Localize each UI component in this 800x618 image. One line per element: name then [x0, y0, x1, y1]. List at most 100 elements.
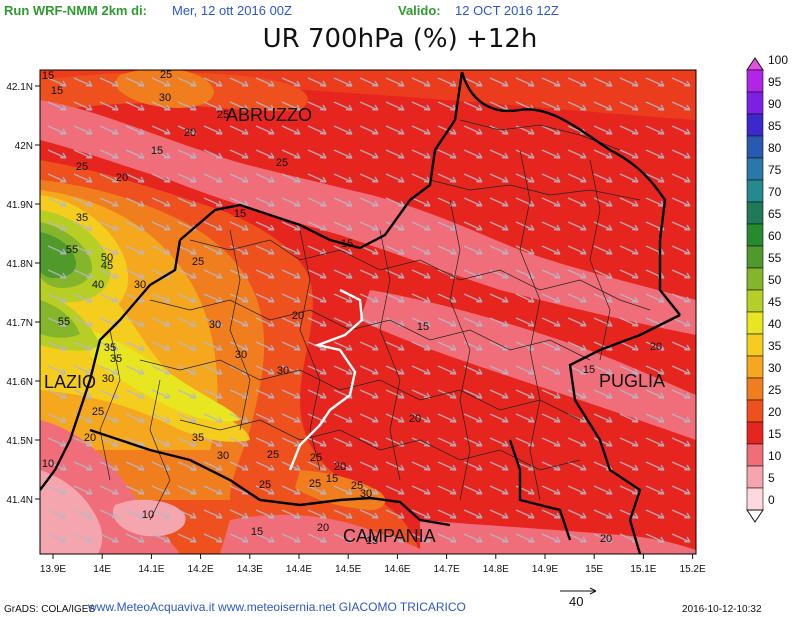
- wind-arrow: [359, 509, 379, 519]
- contour-label: 20: [84, 432, 96, 444]
- wind-arrow: [73, 437, 93, 447]
- wind-arrow: [541, 509, 561, 519]
- wind-arrow: [307, 293, 327, 303]
- legend-color-swatch: [746, 135, 764, 159]
- wind-arrow: [229, 149, 249, 159]
- contour-label: 30: [235, 349, 247, 361]
- wind-arrow: [99, 197, 119, 207]
- legend-label: 20: [768, 405, 782, 419]
- wind-arrow: [47, 341, 67, 351]
- wind-arrow: [73, 101, 93, 111]
- lon-tick-label: 14E: [93, 564, 111, 575]
- lon-tick-label: 14.2E: [188, 564, 214, 575]
- wind-arrow: [619, 101, 639, 111]
- wind-arrow: [151, 101, 171, 111]
- region-label-abruzzo: ABRUZZO: [226, 105, 312, 125]
- wind-arrow: [463, 173, 483, 183]
- contour-label: 30: [360, 488, 372, 500]
- wind-arrow: [333, 461, 353, 471]
- wind-arrow: [385, 389, 405, 399]
- wind-arrow: [73, 197, 93, 207]
- wind-arrow: [437, 389, 457, 399]
- wind-arrow: [437, 485, 457, 495]
- contour-label: 25: [309, 478, 321, 490]
- wind-arrow: [489, 389, 509, 399]
- footer-credits: www.MeteoAcquaviva.it www.meteoisernia.n…: [88, 600, 466, 614]
- wind-arrow: [359, 221, 379, 231]
- lat-tick-label: 41.6N: [6, 377, 33, 388]
- wind-arrow: [645, 533, 665, 543]
- wind-arrow: [567, 437, 587, 447]
- wind-arrow: [437, 341, 457, 351]
- humidity-field: [40, 70, 696, 554]
- wind-arrow: [593, 485, 613, 495]
- wind-arrow: [255, 485, 275, 495]
- wind-arrow: [359, 461, 379, 471]
- wind-arrow: [645, 101, 665, 111]
- wind-arrow: [255, 269, 275, 279]
- wind-arrow: [619, 221, 639, 231]
- lat-tick-label: 41.9N: [6, 200, 33, 211]
- wind-arrow: [567, 101, 587, 111]
- wind-arrow: [515, 173, 535, 183]
- wind-arrow: [541, 77, 561, 87]
- wind-arrow: [541, 245, 561, 255]
- wind-arrow: [73, 77, 93, 87]
- wind-arrow: [125, 269, 145, 279]
- wind-arrow: [47, 149, 67, 159]
- wind-arrow: [281, 77, 301, 87]
- contour-label: 25: [310, 452, 322, 464]
- wind-arrow: [255, 317, 275, 327]
- wind-arrow: [411, 101, 431, 111]
- wind-arrow: [281, 533, 301, 543]
- lat-tick-label: 42.1N: [6, 82, 33, 93]
- wind-arrow: [359, 149, 379, 159]
- wind-arrow: [177, 173, 197, 183]
- wind-arrow: [359, 485, 379, 495]
- wind-arrow: [125, 509, 145, 519]
- wind-arrow: [229, 317, 249, 327]
- wind-arrow: [619, 461, 639, 471]
- wind-arrow: [255, 389, 275, 399]
- wind-arrow: [47, 365, 67, 375]
- wind-arrow: [463, 149, 483, 159]
- wind-arrow: [203, 341, 223, 351]
- lon-tick-label: 14.8E: [483, 564, 509, 575]
- wind-arrow: [385, 149, 405, 159]
- wind-arrow: [333, 485, 353, 495]
- wind-arrow: [203, 221, 223, 231]
- wind-arrow: [541, 269, 561, 279]
- wind-arrow: [203, 317, 223, 327]
- legend-label: 35: [768, 339, 782, 353]
- wind-arrow: [619, 125, 639, 135]
- wind-arrow: [437, 245, 457, 255]
- wind-arrow: [515, 389, 535, 399]
- latitude-axis: 42.1N 42N 41.9N 41.8N 41.7N 41.6N 41.5N 41.4N: [6, 82, 40, 506]
- wind-arrow: [47, 197, 67, 207]
- wind-arrow: [73, 389, 93, 399]
- wind-arrow: [281, 365, 301, 375]
- wind-arrow: [255, 197, 275, 207]
- legend-label: 80: [768, 141, 782, 155]
- wind-arrow: [229, 173, 249, 183]
- wind-arrow: [671, 293, 691, 303]
- legend-color-swatch: [746, 113, 764, 137]
- legend-label: 0: [768, 493, 775, 507]
- wind-arrow: [411, 269, 431, 279]
- wind-arrow: [645, 149, 665, 159]
- legend-label: 75: [768, 163, 782, 177]
- legend-label: 100: [768, 53, 788, 67]
- wind-arrow: [671, 365, 691, 375]
- wind-arrow: [281, 269, 301, 279]
- contour-label: 40: [92, 279, 104, 291]
- lat-tick-label: 41.8N: [6, 259, 33, 270]
- wind-arrow: [307, 173, 327, 183]
- wind-arrow: [281, 341, 301, 351]
- wind-arrow: [567, 245, 587, 255]
- legend-color-swatch: [746, 179, 764, 203]
- contour-label: 55: [66, 244, 78, 256]
- wind-arrow: [99, 125, 119, 135]
- legend-label: 95: [768, 75, 782, 89]
- wind-arrow: [229, 341, 249, 351]
- wind-arrow: [359, 365, 379, 375]
